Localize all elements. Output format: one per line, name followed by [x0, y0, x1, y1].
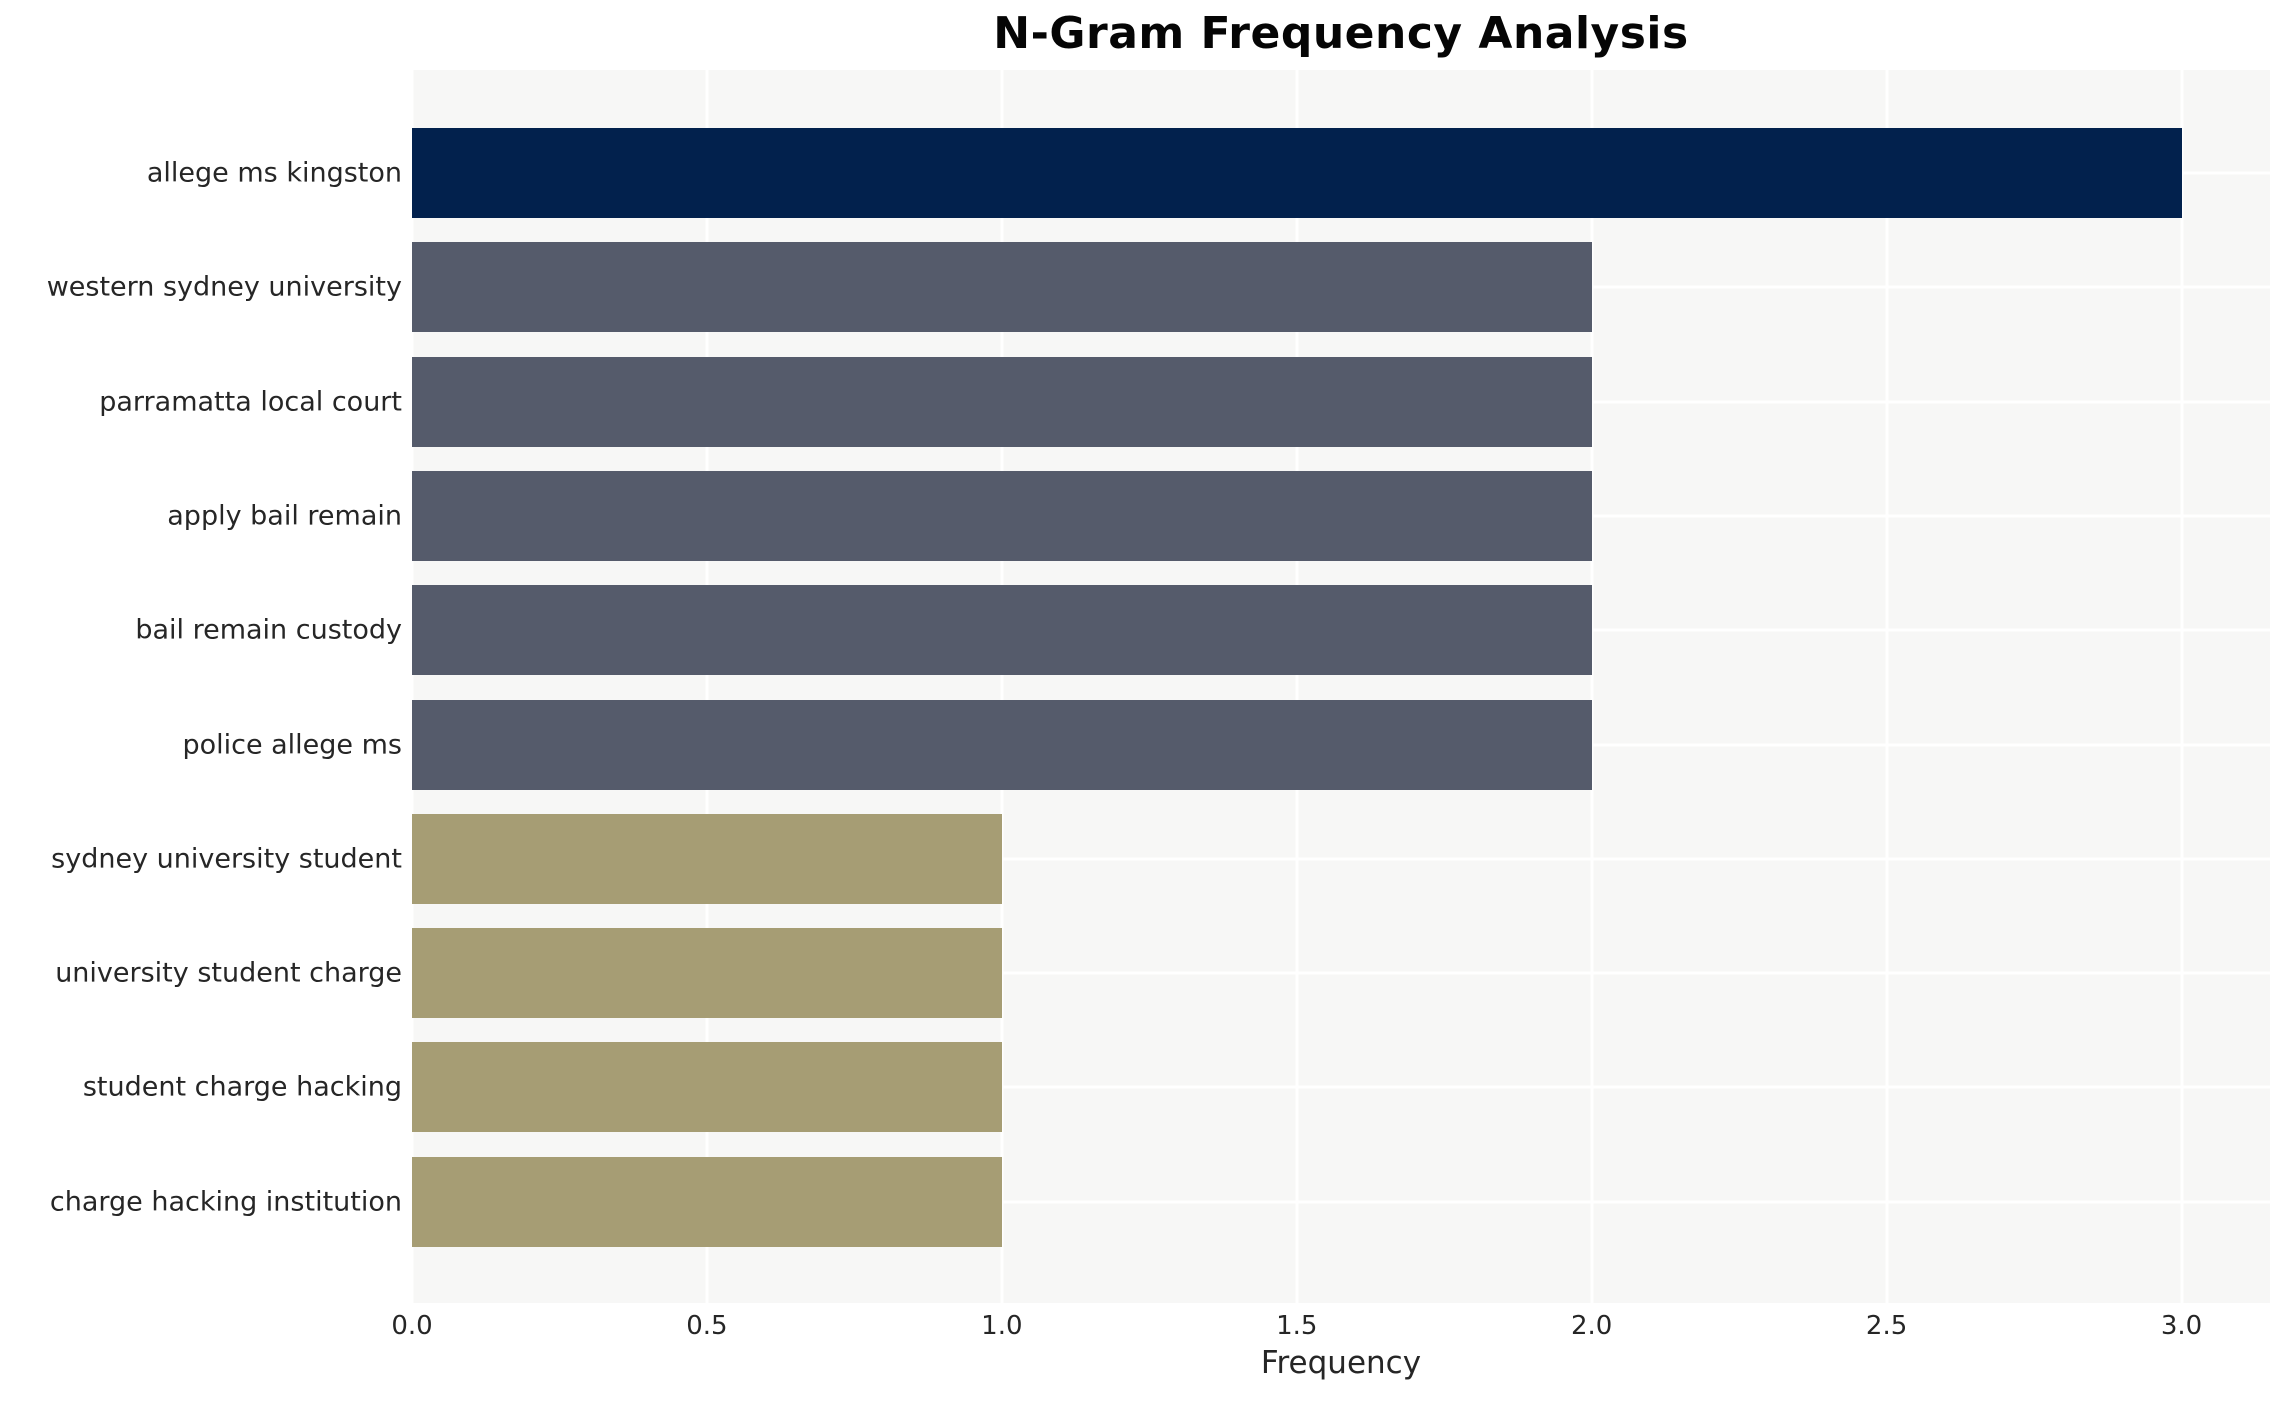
x-gridline-1.5: [1295, 70, 1299, 1303]
x-tick-label: 2.0: [1570, 1311, 1613, 1341]
y-gridline: [412, 857, 2270, 861]
y-tick-label: western sydney university: [46, 271, 402, 303]
x-axis-label: Frequency: [1260, 1345, 1422, 1381]
bar-bail-remain-custody: [412, 585, 1592, 676]
y-gridline: [412, 1085, 2270, 1089]
x-gridline-0.5: [705, 70, 709, 1303]
x-gridline-1.0: [1000, 70, 1004, 1303]
bar-western-sydney-university: [412, 242, 1592, 333]
bar-sydney-university-student: [412, 813, 1002, 904]
bar-allege-ms-kingston: [412, 128, 2182, 218]
y-tick-label: apply bail remain: [167, 500, 402, 532]
bar-police-allege-ms: [412, 699, 1592, 790]
plot-area: [412, 70, 2270, 1303]
y-tick-label: parramatta local court: [99, 386, 402, 418]
bar-charge-hacking-institution: [412, 1156, 1002, 1247]
bar-student-charge-hacking: [412, 1042, 1002, 1133]
bar-university-student-charge: [412, 928, 1002, 1019]
bar-apply-bail-remain: [412, 470, 1592, 561]
y-tick-label: police allege ms: [182, 728, 402, 760]
x-tick-label: 0.5: [686, 1311, 728, 1341]
y-tick-label: allege ms kingston: [146, 157, 402, 189]
y-tick-label: bail remain custody: [135, 614, 402, 646]
y-tick-label: sydney university student: [51, 843, 402, 875]
y-gridline: [412, 1200, 2270, 1204]
x-tick-label: 1.0: [981, 1311, 1023, 1341]
x-gridline-3.0: [2180, 70, 2184, 1303]
y-gridline: [412, 971, 2270, 975]
x-tick-label: 3.0: [2160, 1311, 2203, 1341]
chart-title: N-Gram Frequency Analysis: [993, 8, 1689, 59]
x-tick-label: 0.0: [391, 1311, 433, 1341]
x-tick-label: 2.5: [1865, 1311, 1908, 1341]
y-tick-label: university student charge: [55, 957, 402, 989]
x-gridline-2.0: [1590, 70, 1594, 1303]
x-tick-label: 1.5: [1276, 1311, 1318, 1341]
y-tick-label: student charge hacking: [82, 1071, 402, 1103]
x-gridline-2.5: [1885, 70, 1889, 1303]
bar-parramatta-local-court: [412, 356, 1592, 447]
x-gridline-0.0: [412, 70, 414, 1303]
y-tick-label: charge hacking institution: [49, 1186, 402, 1218]
